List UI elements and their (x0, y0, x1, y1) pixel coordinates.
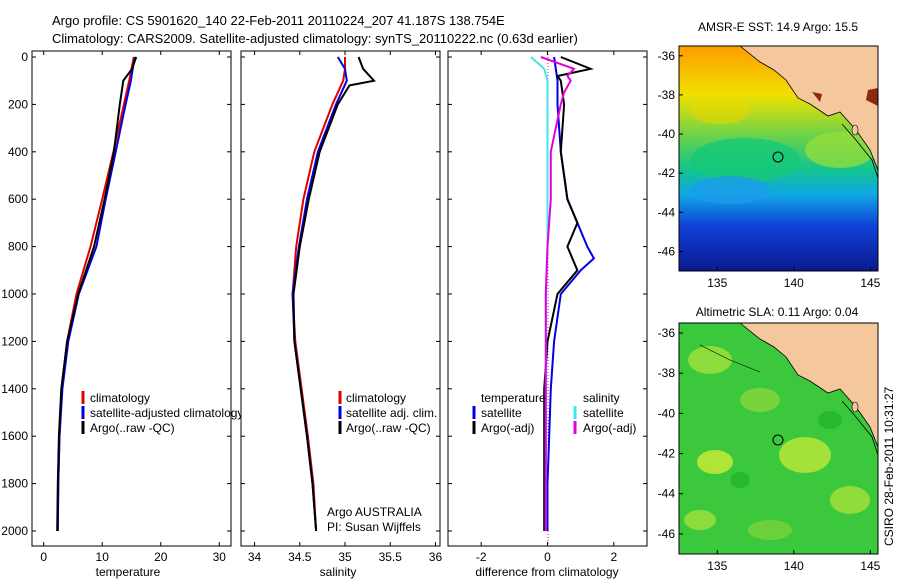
map-x-tick-label: 145 (860, 559, 880, 573)
figure-title-line2: Climatology: CARS2009. Satellite-adjuste… (52, 31, 578, 46)
difference-legend-salinity-heading: salinity (583, 391, 620, 405)
map-y-tick-label: -46 (658, 527, 676, 541)
y-tick-label: 200 (8, 97, 28, 111)
salinity-panel: 34 34.5 35 35.5 36 salinity climatology sate… (240, 50, 443, 579)
map-y-tick-label: -42 (658, 447, 676, 461)
x-tick-label: 34.5 (288, 550, 312, 564)
map-x-tick-label: 140 (784, 276, 804, 290)
y-tick-label: 600 (8, 192, 28, 206)
sst-map-x-ticks: 135 140 145 (707, 267, 881, 290)
salinity-y-ticks (241, 56, 440, 532)
difference-legend-temperature-argo: Argo(-adj) (481, 421, 534, 435)
sla-map-image (679, 323, 878, 554)
difference-legend: temperature satellite Argo(-adj) salinit… (472, 391, 636, 435)
difference-y-ticks (448, 56, 647, 532)
temperature-y-ticks: 0 200 400 600 800 1000 1200 1400 1600 1800 2000 (1, 50, 231, 538)
map-y-tick-label: -46 (658, 244, 676, 258)
x-tick-label: 36 (429, 550, 443, 564)
sla-map-panel: Altimetric SLA: 0.11 Argo: 0.04 135 140 14… (658, 305, 881, 573)
map-y-tick-label: -38 (658, 366, 676, 380)
series-line-temperature-satellite (546, 56, 596, 531)
credit-label: CSIRO 28-Feb-2011 10:31:27 (882, 386, 896, 546)
salinity-legend-argo: Argo(..raw -QC) (346, 421, 431, 435)
map-x-tick-label: 135 (707, 276, 727, 290)
y-tick-label: 800 (8, 240, 28, 254)
difference-xlabel: difference from climatology (475, 565, 618, 579)
y-tick-label: 1600 (1, 429, 28, 443)
figure-title-line1: Argo profile: CS 5901620_140 22-Feb-2011… (52, 13, 505, 28)
difference-series (530, 56, 596, 531)
sla-map-x-ticks: 135 140 145 (707, 550, 881, 573)
series-line-salinity-argo-adj (540, 56, 576, 531)
sst-map-panel: AMSR-E SST: 14.9 Argo: 15.5 135 140 145 -3… (658, 20, 881, 290)
sla-land (739, 323, 878, 448)
salinity-x-ticks: 34 34.5 35 35.5 36 (248, 51, 443, 564)
map-y-tick-label: -44 (658, 487, 676, 501)
x-tick-label: 20 (154, 550, 168, 564)
x-tick-label: 30 (213, 550, 227, 564)
y-tick-label: 1400 (1, 382, 28, 396)
sla-map-title: Altimetric SLA: 0.11 Argo: 0.04 (696, 305, 859, 319)
temperature-legend: climatology satellite-adjusted climatolo… (81, 391, 243, 435)
x-tick-label: 35 (338, 550, 352, 564)
temperature-axes (31, 50, 232, 547)
map-x-tick-label: 140 (784, 559, 804, 573)
x-tick-label: -2 (476, 550, 487, 564)
map-y-tick-label: -38 (658, 88, 676, 102)
y-tick-label: 1200 (1, 334, 28, 348)
x-tick-label: 0 (544, 550, 551, 564)
salinity-annotation-line2: PI: Susan Wijffels (327, 520, 421, 534)
x-tick-label: 0 (40, 550, 47, 564)
y-tick-label: 0 (21, 50, 28, 64)
sla-map-y-ticks: -36 -38 -40 -42 -44 -46 (658, 326, 683, 541)
salinity-legend: climatology satellite adj. clim. Argo(..… (338, 391, 437, 435)
temperature-legend-satellite: satellite-adjusted climatology (90, 406, 243, 420)
temperature-legend-climatology: climatology (90, 391, 150, 405)
series-line-argo-raw-qc (56, 56, 138, 532)
salinity-axes (240, 50, 441, 547)
salinity-xlabel: salinity (320, 565, 357, 579)
x-tick-label: 35.5 (379, 550, 403, 564)
difference-legend-salinity-argo: Argo(-adj) (583, 421, 636, 435)
sst-land (739, 46, 878, 171)
series-line-argo-raw-qc (292, 56, 376, 532)
map-y-tick-label: -42 (658, 166, 676, 180)
temperature-legend-argo: Argo(..raw -QC) (90, 421, 175, 435)
y-tick-label: 2000 (1, 524, 28, 538)
sst-argo-marker (772, 151, 784, 163)
temperature-panel: 0 10 20 30 0 200 400 600 800 1000 1200 1400 1600 180… (1, 50, 243, 579)
y-tick-label: 1000 (1, 287, 28, 301)
x-tick-label: 2 (610, 550, 617, 564)
temperature-xlabel: temperature (96, 565, 161, 579)
map-y-tick-label: -36 (658, 326, 676, 340)
difference-legend-salinity-satellite: satellite (583, 406, 624, 420)
x-tick-label: 10 (96, 550, 110, 564)
temperature-x-ticks: 0 10 20 30 (40, 51, 226, 564)
salinity-legend-climatology: climatology (346, 391, 406, 405)
sst-map-image (679, 46, 878, 271)
x-tick-label: 34 (248, 550, 262, 564)
map-x-tick-label: 145 (860, 276, 880, 290)
y-tick-label: 1800 (1, 477, 28, 491)
salinity-annotation-line1: Argo AUSTRALIA (327, 505, 422, 519)
salinity-series (291, 56, 376, 532)
map-x-tick-label: 135 (707, 559, 727, 573)
difference-panel: -2 0 2 difference from climatology tempera… (447, 50, 648, 579)
sst-map-title: AMSR-E SST: 14.9 Argo: 15.5 (698, 20, 858, 34)
difference-x-ticks: -2 0 2 (476, 51, 617, 564)
sst-map-y-ticks: -36 -38 -40 -42 -44 -46 (658, 49, 683, 258)
map-y-tick-label: -44 (658, 205, 676, 219)
series-line-temperature-argo-adj (543, 56, 595, 531)
difference-legend-temperature-satellite: satellite (481, 406, 522, 420)
map-y-tick-label: -36 (658, 49, 676, 63)
salinity-legend-satellite: satellite adj. clim. (346, 406, 437, 420)
sla-argo-marker (772, 434, 784, 446)
temperature-series (56, 56, 138, 532)
difference-legend-temperature-heading: temperature (481, 391, 546, 405)
y-tick-label: 400 (8, 145, 28, 159)
map-y-tick-label: -40 (658, 406, 676, 420)
map-y-tick-label: -40 (658, 127, 676, 141)
